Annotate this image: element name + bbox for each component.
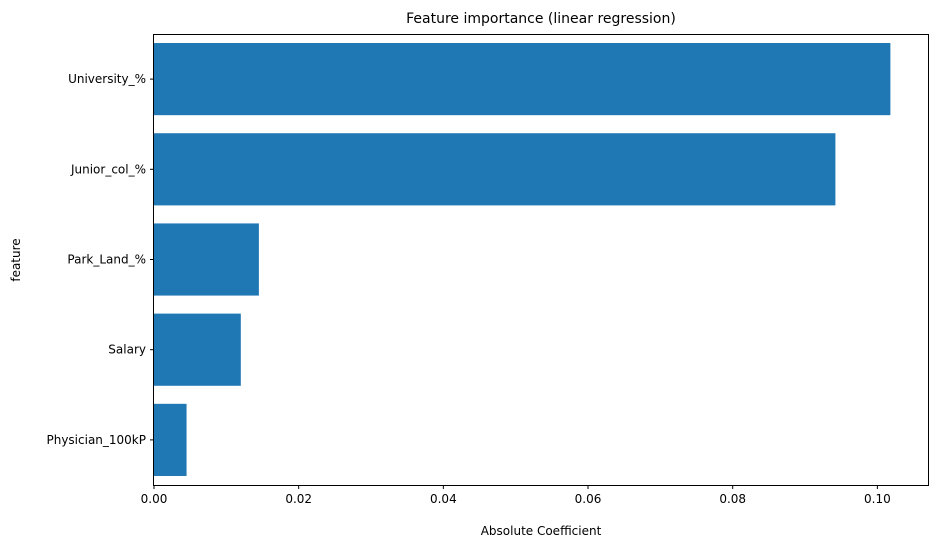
- x-tick-label: 0.06: [575, 492, 602, 506]
- bar-salary: [154, 313, 241, 386]
- x-tick-label: 0.08: [719, 492, 746, 506]
- y-tick-label: University_%: [68, 72, 146, 86]
- bar-university: [154, 43, 891, 116]
- x-tick-label: 0.02: [285, 492, 312, 506]
- x-tick-label: 0.10: [864, 492, 891, 506]
- y-tick-label: Salary: [108, 343, 146, 357]
- bar-physician-100kp: [154, 403, 187, 476]
- y-tick-label: Physician_100kP: [46, 433, 146, 447]
- x-tick-label: 0.00: [141, 492, 168, 506]
- x-tick-label: 0.04: [430, 492, 457, 506]
- y-tick-label: Junior_col_%: [70, 162, 146, 176]
- bar-junior-col: [154, 133, 836, 206]
- chart-title: Feature importance (linear regression): [406, 11, 676, 27]
- x-tick-group: 0.00 0.02 0.04 0.06 0.08 0.10: [141, 485, 891, 506]
- plot-frame: [153, 34, 929, 486]
- y-tick-label: Park_Land_%: [67, 253, 146, 267]
- bar-group: [154, 43, 891, 476]
- y-tick-group: University_% Junior_col_% Park_Land_% Salar…: [46, 72, 154, 447]
- bar-park-land: [154, 223, 259, 296]
- y-axis-label: feature: [9, 238, 23, 281]
- x-axis-label: Absolute Coefficient: [481, 524, 602, 538]
